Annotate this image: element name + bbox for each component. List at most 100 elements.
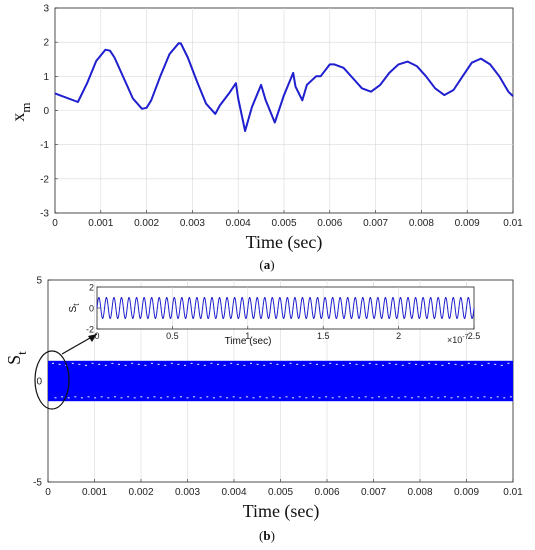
panel-b-speckle [351,396,354,398]
panel-b-speckle [487,362,490,364]
panel-b-speckle [91,362,94,364]
panel-b-speckle [113,396,116,398]
panel-b-signal-texture [52,362,512,399]
panel-b-speckle [342,364,345,366]
panel-b-speckle [349,362,351,364]
panel-b-speckle [186,397,189,399]
panel-b-speckle [85,364,87,366]
panel-a-label: (a) [259,257,274,272]
panel-b-speckle [87,396,90,398]
panel-a-x-tick-label: 0.008 [409,218,434,229]
panel-b-speckle [133,397,136,399]
inset-x-tick-label: 0 [94,331,99,341]
panel-b-speckle [144,364,147,366]
panel-a-x-ticks: 0 0.001 0.002 0.003 0.004 0.005 0.006 0.007 0.00… [52,210,523,229]
panel-b-speckle [371,397,374,399]
panel-a-x-tick-label: 0 [52,218,58,229]
panel-b-speckle [483,396,486,398]
panel-b-speckle [199,397,202,399]
panel-b-speckle [140,396,143,398]
panel-b-ylabel-main: S [4,355,24,365]
panel-b-speckle [276,363,279,365]
panel-b-label: (b) [259,528,275,543]
panel-b-speckle [166,396,169,398]
panel-b-speckle [316,363,318,365]
panel-b-speckle [382,364,384,366]
panel-b-speckle [173,397,176,399]
panel-b-y-tick-label: 0 [36,377,42,388]
panel-b-speckle [311,396,314,398]
panel-b-speckle [245,396,248,398]
panel-b-speckle [428,362,431,364]
panel-b-speckle [415,363,417,365]
panel-b-speckle [71,362,74,364]
panel-b-speckle [397,397,400,399]
panel-b-speckle [344,397,347,399]
panel-a-y-tick-label: 1 [43,72,49,83]
panel-b-speckle [74,396,77,398]
panel-a-ylabel-main: x [8,113,28,122]
panel-b-speckle [203,364,206,366]
panel-b-speckle [179,396,182,398]
inset-y-tick-label: -2 [86,325,94,335]
panel-b: 0 0.001 0.002 0.003 0.004 0.005 0.006 0.007 0.00… [4,276,523,544]
inset-y-tick-label: 0 [89,304,94,314]
panel-b-speckle [355,363,358,365]
panel-b-x-tick-label: 0.007 [361,487,386,498]
panel-b-speckle [481,364,483,366]
panel-b-speckle [263,364,266,366]
panel-a-series-line [54,42,514,132]
panel-b-ylabel-sub: t [14,351,29,355]
panel-b-speckle [54,397,57,399]
panel-b-speckle [239,397,242,399]
inset-x-tick-label: 2 [396,331,401,341]
panel-b-speckle [236,363,239,365]
panel-b-speckle [500,364,503,366]
panel-b-speckle [164,364,167,366]
panel-b-x-tick-label: 0.004 [221,487,246,498]
inset-x-tick-label: 1 [245,331,250,341]
panel-b-speckle [223,364,226,366]
panel-a-y-tick-label: 0 [43,106,49,117]
panel-b-speckle [302,364,305,366]
panel-b-speckle [404,396,407,398]
inset-chart: 0 0.5 1 1.5 2 2.5 -202 Time (sec) St ×10-7 [68,283,480,348]
panel-a-y-tick-label: -2 [40,174,49,185]
panel-b-speckle [131,362,134,364]
panel-b-speckle [219,396,222,398]
panel-b-speckle [384,397,387,399]
panel-b-speckle [256,363,259,365]
panel-b-speckle [401,364,404,366]
panel-b-speckle [98,363,101,365]
inset-x-exponent: ×10-7 [447,334,469,345]
panel-b-speckle [250,362,252,364]
panel-a-x-tick-label: 0.001 [88,218,113,229]
panel-b-x-tick-label: 0 [45,487,51,498]
panel-b-speckle [217,363,219,365]
panel-b-speckle [408,362,411,364]
panel-b-speckle [490,397,493,399]
panel-b-speckle [230,362,233,364]
panel-b-y-tick-label: -5 [33,478,42,489]
panel-b-speckle [67,397,70,399]
panel-b-speckle [292,397,295,399]
panel-b-speckle [329,362,332,364]
panel-b-speckle [503,397,506,399]
inset-x-tick-label: 1.5 [317,331,330,341]
panel-b-speckle [278,397,281,399]
panel-b-speckle [160,397,163,399]
panel-b-speckle [157,363,160,365]
panel-a-y-ticks: -3 -2 -1 0 1 2 3 [40,4,58,220]
panel-b-speckle [461,364,464,366]
panel-b-x-tick-label: 0.009 [454,487,479,498]
panel-b-speckle [358,397,361,399]
panel-b-speckle [232,396,235,398]
panel-b-speckle [364,396,367,398]
panel-b-speckle [496,396,499,398]
panel-b-x-tick-label: 0.008 [407,487,432,498]
panel-b-speckle [170,362,173,364]
inset-ylabel: St [68,303,81,313]
panel-b-speckle [322,364,325,366]
panel-b-speckle [391,396,394,398]
panel-a-x-tick-label: 0.002 [134,218,159,229]
